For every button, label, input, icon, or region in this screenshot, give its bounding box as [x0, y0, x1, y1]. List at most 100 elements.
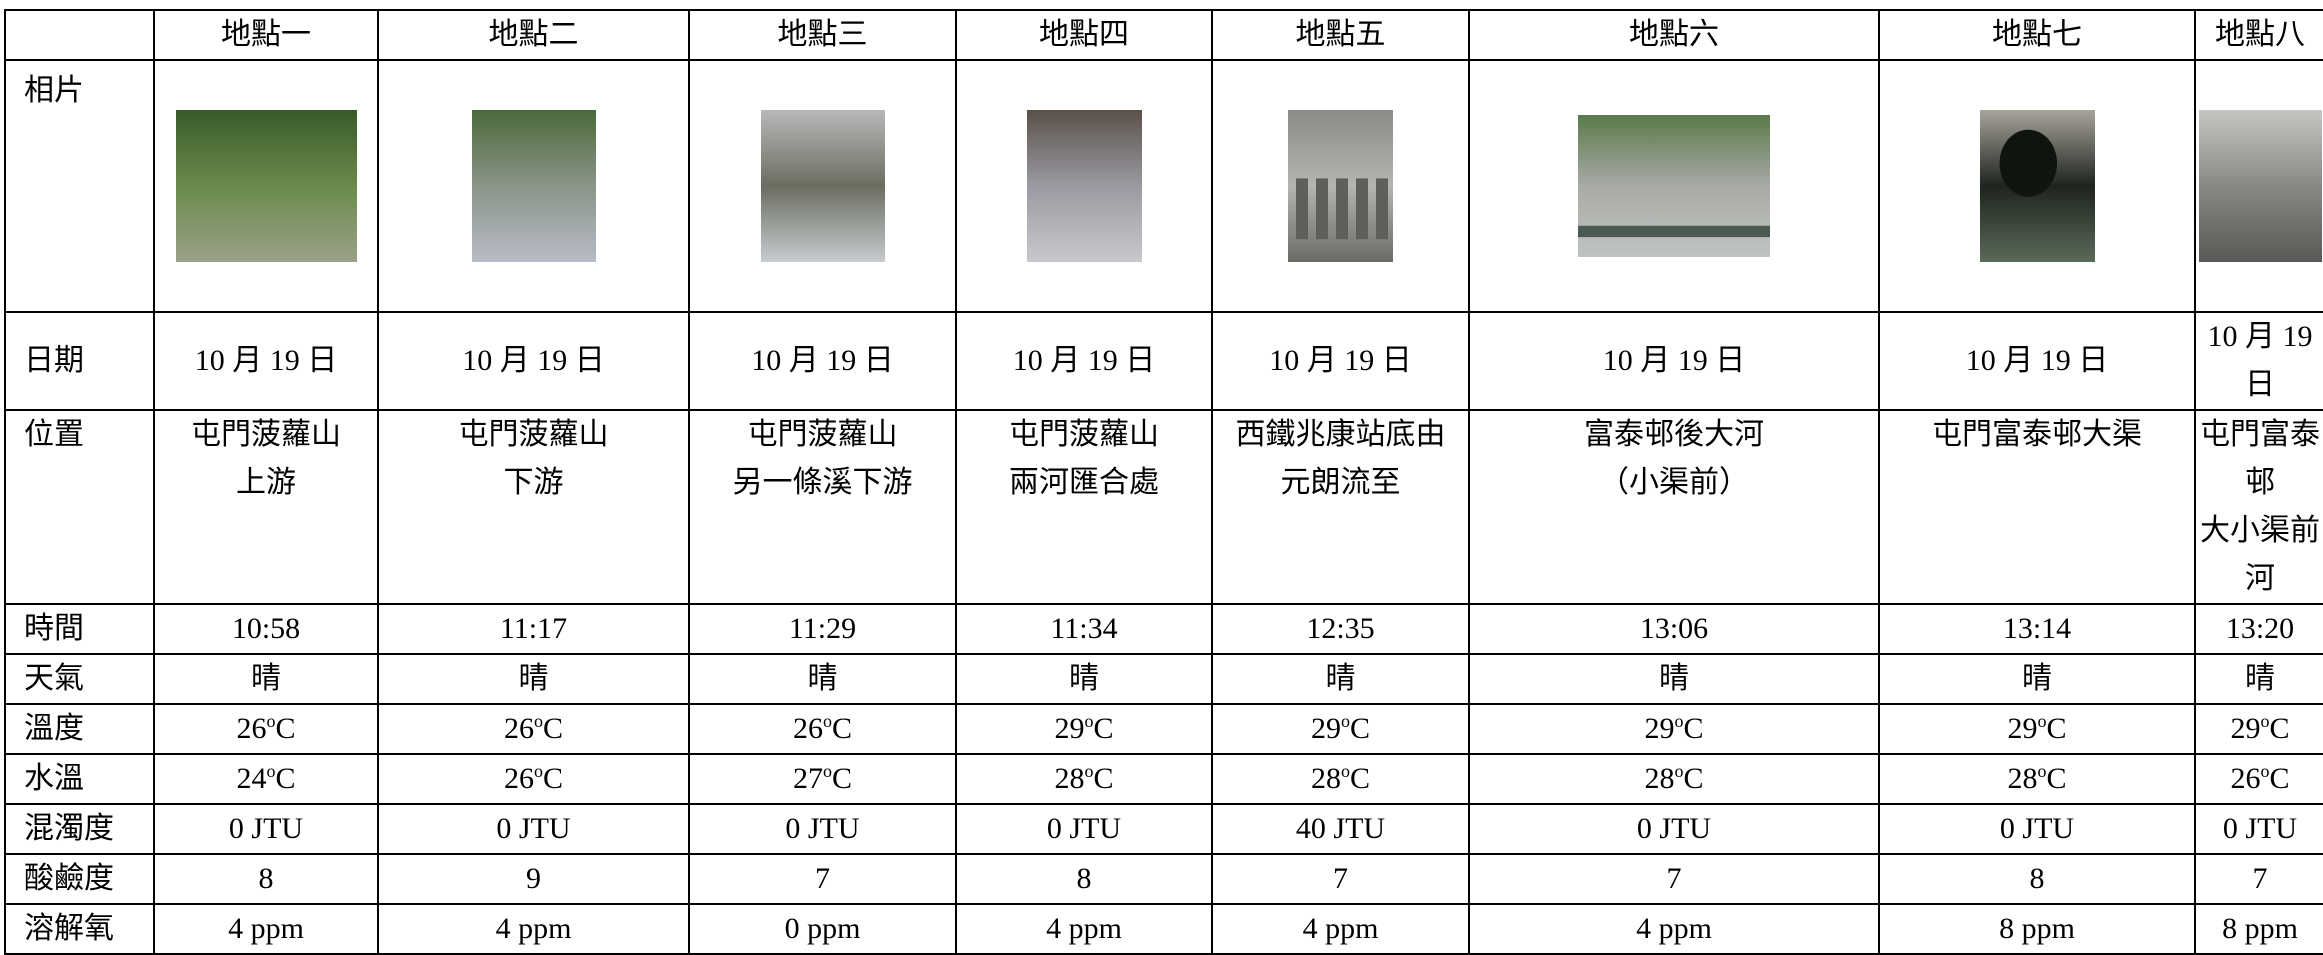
location-cell: 屯門富泰邨大小渠前河 — [2194, 409, 2323, 605]
ph-row: 酸鹼度 8 9 7 8 7 7 8 7 — [4, 853, 2323, 905]
location-line-2: 元朗流至 — [1280, 466, 1401, 499]
date-cell: 10 月 19 日 — [955, 311, 1213, 411]
temperature-value: 28 — [2007, 762, 2038, 795]
turbidity-cell: 0 JTU — [1468, 803, 1880, 855]
date-cell: 10 月 19 日 — [153, 311, 379, 411]
celsius-unit: C — [2269, 762, 2290, 795]
turbidity-cell: 0 JTU — [377, 803, 690, 855]
temperature-cell: 26oC — [153, 703, 379, 755]
weather-cell: 晴 — [1211, 653, 1470, 705]
degree-sign: o — [2037, 711, 2047, 731]
temperature-value: 26 — [2230, 762, 2261, 795]
date-cell: 10 月 19 日 — [688, 311, 957, 411]
time-cell: 11:17 — [377, 603, 690, 655]
degree-sign: o — [1084, 761, 1094, 781]
ph-cell: 8 — [955, 853, 1213, 905]
channel-behind-estate-photo-icon — [1578, 115, 1770, 257]
time-cell: 13:20 — [2194, 603, 2323, 655]
location-line-2: 大小渠前河 — [2200, 514, 2320, 595]
row-label: 酸鹼度 — [4, 853, 155, 905]
date-cell: 10 月 19 日 — [1211, 311, 1470, 411]
celsius-unit: C — [2269, 712, 2290, 745]
temperature-cell: 29oC — [955, 703, 1213, 755]
location-line-2: 下游 — [503, 466, 564, 499]
degree-sign: o — [533, 711, 543, 731]
location-cell: 屯門菠蘿山 另一條溪下游 — [688, 409, 957, 605]
celsius-unit: C — [1349, 762, 1370, 795]
celsius-unit: C — [831, 712, 852, 745]
location-line-2: 兩河匯合處 — [1009, 466, 1159, 499]
celsius-unit: C — [2046, 762, 2067, 795]
location-line-1: 屯門富泰邨大渠 — [1932, 418, 2142, 451]
ph-cell: 9 — [377, 853, 690, 905]
location-line-1: 屯門富泰邨 — [2200, 418, 2320, 499]
water-temp-cell: 24oC — [153, 753, 379, 805]
location-line-2: 另一條溪下游 — [732, 466, 913, 499]
railway-station-photo-icon — [1288, 110, 1393, 262]
ph-cell: 7 — [1211, 853, 1470, 905]
degree-sign: o — [822, 711, 832, 731]
row-label: 水溫 — [4, 753, 155, 805]
weather-cell: 晴 — [1878, 653, 2196, 705]
degree-sign: o — [266, 711, 276, 731]
dissolved-oxygen-cell: 4 ppm — [1211, 903, 1470, 955]
dissolved-oxygen-cell: 4 ppm — [153, 903, 379, 955]
temperature-value: 28 — [1054, 762, 1085, 795]
photo-cell — [1211, 59, 1470, 313]
degree-sign: o — [1674, 761, 1684, 781]
temperature-value: 29 — [1644, 712, 1675, 745]
dissolved-oxygen-cell: 4 ppm — [377, 903, 690, 955]
celsius-unit: C — [1093, 762, 1114, 795]
temperature-value: 28 — [1310, 762, 1341, 795]
celsius-unit: C — [275, 762, 296, 795]
ph-cell: 8 — [1878, 853, 2196, 905]
time-cell: 11:29 — [688, 603, 957, 655]
temperature-value: 26 — [236, 712, 267, 745]
ph-cell: 8 — [153, 853, 379, 905]
weather-cell: 晴 — [377, 653, 690, 705]
dissolved-oxygen-row: 溶解氧 4 ppm 4 ppm 0 ppm 4 ppm 4 ppm 4 ppm 8 ppm 8 … — [4, 903, 2323, 955]
temperature-value: 29 — [1310, 712, 1341, 745]
weather-cell: 晴 — [1468, 653, 1880, 705]
dissolved-oxygen-cell: 4 ppm — [1468, 903, 1880, 955]
column-header: 地點六 — [1468, 9, 1880, 61]
column-header: 地點二 — [377, 9, 690, 61]
temperature-value: 26 — [503, 712, 534, 745]
photo-cell — [1878, 59, 2196, 313]
location-cell: 屯門富泰邨大渠 — [1878, 409, 2196, 605]
row-label: 相片 — [4, 59, 155, 313]
water-temp-cell: 28oC — [1878, 753, 2196, 805]
row-label: 混濁度 — [4, 803, 155, 855]
celsius-unit: C — [542, 712, 563, 745]
degree-sign: o — [266, 761, 276, 781]
turbidity-cell: 40 JTU — [1211, 803, 1470, 855]
water-temp-cell: 28oC — [955, 753, 1213, 805]
photo-cell — [153, 59, 379, 313]
row-label: 溫度 — [4, 703, 155, 755]
turbidity-cell: 0 JTU — [153, 803, 379, 855]
row-label: 天氣 — [4, 653, 155, 705]
photo-cell — [377, 59, 690, 313]
celsius-unit: C — [275, 712, 296, 745]
degree-sign: o — [2037, 761, 2047, 781]
celsius-unit: C — [1093, 712, 1114, 745]
row-label: 位置 — [4, 409, 155, 605]
column-header: 地點五 — [1211, 9, 1470, 61]
temperature-value: 29 — [2007, 712, 2038, 745]
small-channel-photo-icon — [2198, 110, 2322, 262]
ph-cell: 7 — [2194, 853, 2323, 905]
celsius-unit: C — [1349, 712, 1370, 745]
celsius-unit: C — [1683, 762, 1704, 795]
weather-cell: 晴 — [955, 653, 1213, 705]
degree-sign: o — [1340, 711, 1350, 731]
stream-channel-photo-icon — [760, 110, 885, 262]
temperature-row: 溫度 26oC 26oC 26oC 29oC 29oC 29oC 29oC 29oC — [4, 703, 2323, 755]
turbidity-cell: 0 JTU — [2194, 803, 2323, 855]
location-cell: 富泰邨後大河 （小渠前） — [1468, 409, 1880, 605]
time-cell: 13:14 — [1878, 603, 2196, 655]
location-line-2: （小渠前） — [1599, 466, 1749, 499]
column-header: 地點四 — [955, 9, 1213, 61]
degree-sign: o — [2260, 761, 2270, 781]
location-line-1: 西鐵兆康站底由 — [1235, 418, 1446, 451]
water-temp-cell: 28oC — [1211, 753, 1470, 805]
